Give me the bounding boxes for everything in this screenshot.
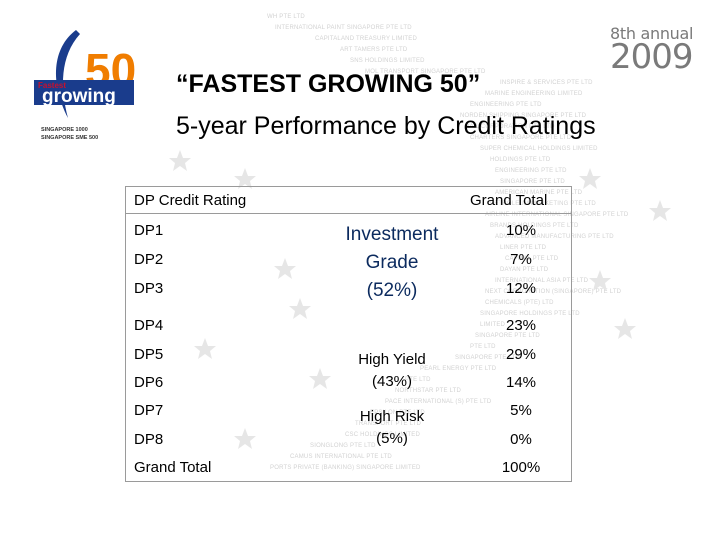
annual-year: 2009 <box>610 37 694 77</box>
group-high-risk: High Risk (5%) <box>331 406 453 450</box>
background-name: BRANDS HOLDINGS PTE LTD <box>490 223 579 229</box>
background-name: PTE LTD <box>470 344 496 350</box>
credit-rating-table: DP Credit Rating Grand Total DP1 DP2 DP3… <box>125 186 572 482</box>
column-header-rating: DP Credit Rating <box>134 192 247 209</box>
row-value: 23% <box>505 317 537 334</box>
row-label: DP8 <box>134 431 164 448</box>
row-label: DP5 <box>134 346 164 363</box>
background-name: ADVANCED MANUFACTURING PTE LTD <box>495 234 614 240</box>
background-name: NORDEN SHIPPING SINGAPORE PTE LTD <box>460 113 587 119</box>
background-name: SINGAPORE PTE LTD <box>500 179 565 185</box>
background-name: LINER PTE LTD <box>500 245 547 251</box>
background-name: PACE INTERNATIONAL (S) PTE LTD <box>385 399 492 405</box>
column-header-total: Grand Total <box>470 192 548 209</box>
background-name: AMERICAN MARINE PTE LTD <box>495 190 583 196</box>
background-name: CAMUS INTERNATIONAL PTE LTD <box>290 454 392 460</box>
annual-label: 8th annual <box>610 24 694 43</box>
logo-caption-line2: SINGAPORE SME 500 <box>41 135 99 141</box>
row-value: 0% <box>510 431 532 448</box>
logo-word-growing: growing <box>42 86 116 107</box>
background-name: AIRLINE INTERNATIONAL SINGAPORE PTE LTD <box>485 212 629 218</box>
background-name: SINGAPORE PTE LTD <box>475 333 540 339</box>
group-share: (43%) <box>371 373 412 390</box>
row-value: 10% <box>505 222 537 239</box>
background-name: PTE LTD <box>405 377 431 383</box>
group-label: High Yield <box>358 351 426 368</box>
row-value: 100% <box>501 459 541 476</box>
background-name: PEARL ENERGY PTE LTD <box>420 366 497 372</box>
row-value: 5% <box>510 402 532 419</box>
background-name: ART TAMERS PTE LTD <box>340 47 408 53</box>
background-name: SUPER CHEMICAL HOLDINGS LIMITED <box>480 146 598 152</box>
row-label: DP2 <box>134 251 164 268</box>
star-icon <box>169 150 191 171</box>
background-name: ENGINEERING PTE LTD <box>470 102 542 108</box>
page-title: “FASTEST GROWING 50” <box>176 70 481 98</box>
background-name: INSPIRE & SERVICES PTE LTD <box>500 80 593 86</box>
header-divider <box>126 213 571 214</box>
background-name: WH PTE LTD <box>267 14 305 20</box>
row-label: DP6 <box>134 374 164 391</box>
background-name: MOL TRANSPORT SINGAPORE PTE LTD <box>365 69 486 75</box>
logo-graphic: 50 Fastest growing <box>34 30 136 118</box>
logo-caption: SINGAPORE 1000 SINGAPORE SME 500 <box>41 126 98 142</box>
background-name: DAYAN PTE LTD <box>500 267 549 273</box>
background-name: NORTHSTAR PTE LTD <box>395 388 462 394</box>
group-high-yield: High Yield (43%) <box>331 349 453 393</box>
background-name: ENGINEERING PTE LTD <box>495 168 567 174</box>
page-subtitle: 5-year Performance by Credit Ratings <box>176 112 596 140</box>
background-name: NEXT CORPORATION (SINGAPORE) PTE LTD <box>485 289 622 295</box>
background-name: SIONGLONG PTE LTD <box>310 443 376 449</box>
background-name: EPSILON PTE LTD <box>370 410 425 416</box>
background-name: LIMITED <box>480 322 506 328</box>
background-name: SINGAPORE PTE LTD <box>455 355 520 361</box>
row-value: 12% <box>505 280 537 297</box>
background-name: TRANSPORT PTE LTD <box>355 421 422 427</box>
background-name: MARINE ENGINEERING LIMITED <box>485 91 583 97</box>
group-share: (5%) <box>376 430 408 447</box>
row-label: DP7 <box>134 402 164 419</box>
logo-word-fastest: Fastest <box>38 81 66 90</box>
background-name: RAIL CORPORATION PTE LTD <box>465 124 555 130</box>
background-name: SINGAPORE HOLDINGS PTE LTD <box>480 311 580 317</box>
background-name: PORTS PRIVATE (BANKING) SINGAPORE LIMITE… <box>270 465 421 471</box>
group-label: Grade <box>365 252 419 273</box>
row-label: Grand Total <box>134 459 212 476</box>
background-name: CHARTERS SINGAPORE PTE LTD <box>470 135 572 141</box>
background-company-list: WH PTE LTD INTERNATIONAL PAINT SINGAPORE… <box>255 12 675 474</box>
background-name: SNS HOLDINGS LIMITED <box>350 58 425 64</box>
row-label: DP4 <box>134 317 164 334</box>
row-label: DP1 <box>134 222 164 239</box>
background-name: PETROLEUM MARKETING PTE LTD <box>490 201 596 207</box>
background-name: CSC HOLDINGS LIMITED <box>345 432 421 438</box>
fastest-growing-50-logo: 50 Fastest growing <box>30 28 150 163</box>
row-value: 7% <box>510 251 532 268</box>
group-label: Investment <box>345 224 439 245</box>
group-share: (52%) <box>366 280 418 301</box>
group-label: High Risk <box>359 408 425 425</box>
row-label: DP3 <box>134 280 164 297</box>
background-name: INTERNATIONAL ASIA PTE LTD <box>495 278 589 284</box>
row-value: 14% <box>505 374 537 391</box>
group-investment-grade: Investment Grade (52%) <box>331 221 453 305</box>
logo-caption-line1: SINGAPORE 1000 <box>41 127 88 133</box>
background-name: INTERNATIONAL PAINT SINGAPORE PTE LTD <box>275 25 412 31</box>
background-name: CAPITALAND TREASURY LIMITED <box>315 36 417 42</box>
annual-badge: 8th annual 2009 <box>610 24 694 77</box>
background-name: CHEMICALS (PTE) LTD <box>485 300 554 306</box>
background-name: CAPITAL PTE LTD <box>505 256 559 262</box>
row-value: 29% <box>505 346 537 363</box>
background-name: HOLDINGS PTE LTD <box>490 157 551 163</box>
